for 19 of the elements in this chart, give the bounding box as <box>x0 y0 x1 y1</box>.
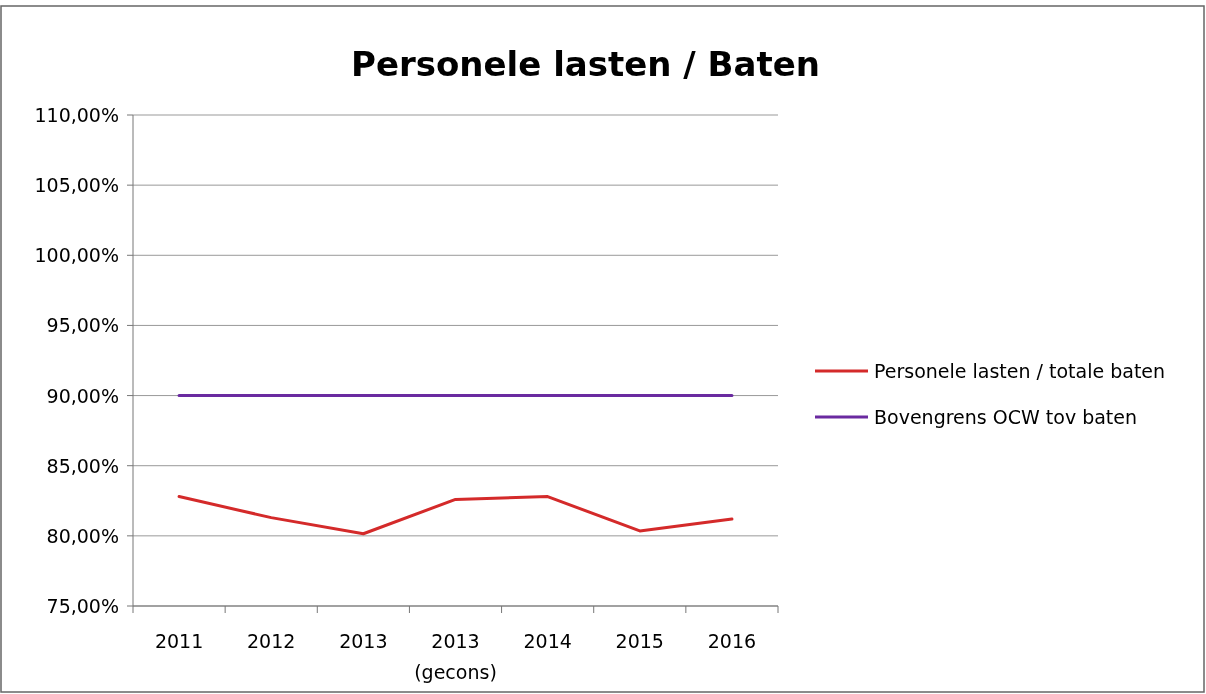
x-tick-label: 2016 <box>707 630 757 652</box>
y-tick-label: 80,00% <box>46 524 119 547</box>
legend-label: Bovengrens OCW tov baten <box>874 406 1138 428</box>
x-tick-label: 2013 <box>339 630 388 652</box>
line-series <box>177 495 734 536</box>
x-tick-label: 2011 <box>154 630 204 652</box>
y-tick-label: 110,00% <box>34 104 119 126</box>
y-tick-label: 95,00% <box>46 314 119 337</box>
legend-label: Personele lasten / totale baten <box>874 360 1166 382</box>
y-tick-label: 105,00% <box>34 174 119 197</box>
chart-title: Personele lasten / Baten <box>351 44 820 84</box>
x-tick-label: 2013 (gecons) <box>414 630 497 683</box>
y-tick-label: 75,00% <box>46 595 119 617</box>
x-tick-label: 2014 <box>523 630 572 652</box>
x-tick-label: 2015 <box>615 630 664 652</box>
y-tick-label: 100,00% <box>34 244 119 267</box>
x-tick-label: 2012 <box>247 630 296 652</box>
y-tick-label: 90,00% <box>46 384 119 407</box>
y-tick-label: 85,00% <box>46 454 119 477</box>
